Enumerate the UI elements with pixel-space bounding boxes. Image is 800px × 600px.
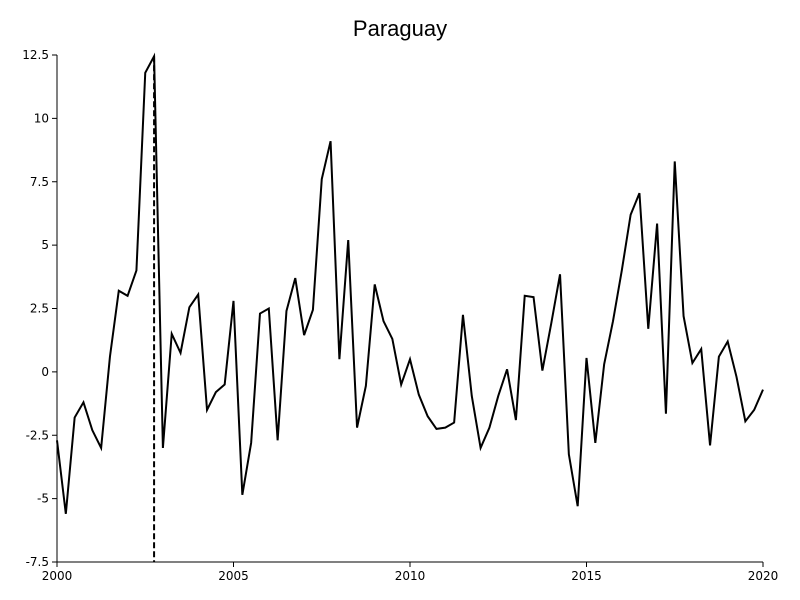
y-tick-label: 0 [41, 365, 49, 379]
x-tick-label: 2010 [395, 569, 426, 583]
y-tick-label: -2.5 [26, 428, 49, 442]
x-tick-label: 2005 [218, 569, 249, 583]
x-tick-label: 2000 [42, 569, 73, 583]
y-tick-label: 5 [41, 238, 49, 252]
y-tick-label: 10 [34, 111, 49, 125]
series-group [56, 52, 764, 514]
x-tick-label: 2015 [571, 569, 602, 583]
y-tick-label: 2.5 [30, 302, 49, 316]
y-tick-label: 12.5 [22, 48, 49, 62]
y-tick-label: -7.5 [26, 555, 49, 569]
chart-title: Paraguay [353, 16, 447, 41]
series-line [56, 52, 764, 514]
y-tick-label: -5 [37, 492, 49, 506]
y-tick-label: 7.5 [30, 175, 49, 189]
axes: -7.5 -5 -2.5 0 2.5 5 7.5 10 12.5 2000 2005 2010 2015… [22, 48, 778, 583]
x-tick-label: 2020 [748, 569, 779, 583]
